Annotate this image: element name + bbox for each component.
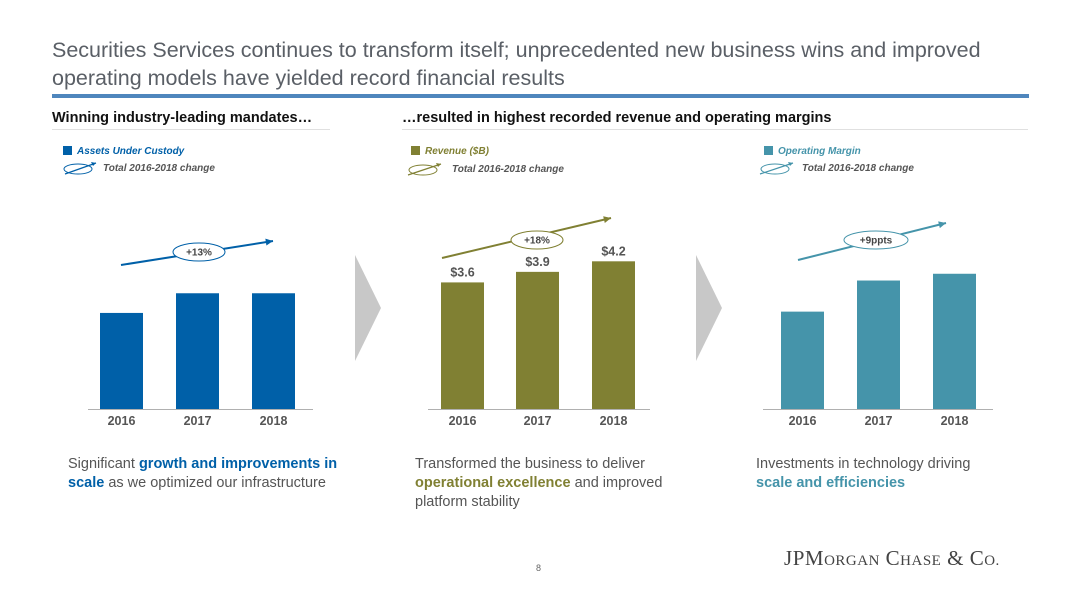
bar-2017 bbox=[857, 280, 900, 409]
legend-margin-swatch bbox=[764, 146, 773, 155]
legend-margin-label: Operating Margin bbox=[778, 146, 861, 157]
x-tick-label-2016: 2016 bbox=[449, 414, 477, 428]
bar-2016 bbox=[781, 311, 824, 409]
legend-revenue-label: Revenue ($B) bbox=[425, 146, 489, 157]
legend-change-icon-revenue bbox=[407, 163, 442, 176]
legend-change-icon-margin bbox=[759, 162, 794, 175]
bar-2016 bbox=[441, 282, 484, 409]
caption-middle-highlight: operational excellence bbox=[415, 475, 571, 491]
bar-2017 bbox=[176, 293, 219, 409]
caption-left-post: as we optimized our infrastructure bbox=[104, 475, 326, 491]
change-badge-label: +18% bbox=[524, 236, 550, 247]
x-tick-label-2017: 2017 bbox=[184, 414, 212, 428]
change-badge bbox=[510, 230, 564, 250]
bar-2017 bbox=[516, 271, 559, 409]
subhead-right: …resulted in highest recorded revenue an… bbox=[402, 110, 1028, 130]
change-arrow-head-icon bbox=[938, 221, 946, 229]
subhead-left: Winning industry-leading mandates… bbox=[52, 110, 330, 130]
chart-operating-margin: 2016 2017 2018 +9ppts bbox=[763, 221, 993, 428]
legend-margin: Operating Margin bbox=[764, 146, 861, 157]
caption-right-pre: Investments in technology driving bbox=[756, 456, 971, 472]
x-tick-label-2016: 2016 bbox=[108, 414, 136, 428]
caption-left-pre: Significant bbox=[68, 456, 139, 472]
data-label-2018: $4.2 bbox=[601, 244, 625, 258]
x-tick-label-2018: 2018 bbox=[941, 414, 969, 428]
legend-change-label-auc: Total 2016-2018 change bbox=[103, 163, 215, 174]
legend-auc-swatch bbox=[63, 146, 72, 155]
chevron-right-icon-1 bbox=[355, 255, 381, 361]
change-arrow-head-icon bbox=[265, 238, 273, 246]
legend-auc: Assets Under Custody bbox=[63, 146, 184, 157]
caption-left: Significant growth and improvements in s… bbox=[68, 455, 368, 493]
change-badge bbox=[843, 230, 909, 250]
caption-left-highlight: growth and improvements in scale bbox=[68, 456, 338, 491]
jpmorgan-chase-logo: JPMORGAN CHASE & CO. bbox=[784, 546, 1000, 570]
x-tick-label-2018: 2018 bbox=[260, 414, 288, 428]
caption-right: Investments in technology driving scale … bbox=[756, 455, 996, 493]
legend-auc-label: Assets Under Custody bbox=[77, 146, 185, 157]
slide-title: Securities Services continues to transfo… bbox=[52, 38, 981, 90]
data-label-2017: $3.9 bbox=[525, 255, 549, 269]
legend-revenue: Revenue ($B) bbox=[411, 146, 489, 157]
x-tick-label-2018: 2018 bbox=[600, 414, 628, 428]
change-arrow-head-icon bbox=[603, 216, 611, 224]
chart-assets-under-custody: 2016 2017 2018 +13% bbox=[88, 238, 313, 428]
x-tick-label-2017: 2017 bbox=[865, 414, 893, 428]
change-badge bbox=[172, 242, 226, 262]
legend-change-label-revenue: Total 2016-2018 change bbox=[452, 164, 564, 175]
change-badge-label: +9ppts bbox=[860, 236, 893, 247]
legend-change-icon-auc bbox=[63, 162, 97, 175]
page-number: 8 bbox=[536, 563, 542, 573]
change-badge-label: +13% bbox=[186, 248, 212, 259]
chart-revenue: 2016 $3.6 2017 $3.9 2018 $4.2 +18% bbox=[428, 216, 650, 428]
bar-2018 bbox=[592, 261, 635, 409]
legend-change-label-margin: Total 2016-2018 change bbox=[802, 163, 914, 174]
caption-middle-post: and improved platform stability bbox=[415, 475, 663, 510]
data-label-2016: $3.6 bbox=[450, 265, 474, 279]
title-divider bbox=[52, 94, 1029, 98]
bar-2018 bbox=[252, 293, 295, 409]
x-tick-label-2016: 2016 bbox=[789, 414, 817, 428]
legend-revenue-swatch bbox=[411, 146, 420, 155]
bar-2016 bbox=[100, 312, 143, 409]
chevron-right-icon-2 bbox=[696, 255, 722, 361]
caption-middle-pre: Transformed the business to deliver bbox=[415, 456, 645, 472]
x-tick-label-2017: 2017 bbox=[524, 414, 552, 428]
caption-middle: Transformed the business to deliver oper… bbox=[415, 455, 685, 512]
bar-2018 bbox=[933, 273, 976, 409]
caption-right-highlight: scale and efficiencies bbox=[756, 475, 906, 491]
